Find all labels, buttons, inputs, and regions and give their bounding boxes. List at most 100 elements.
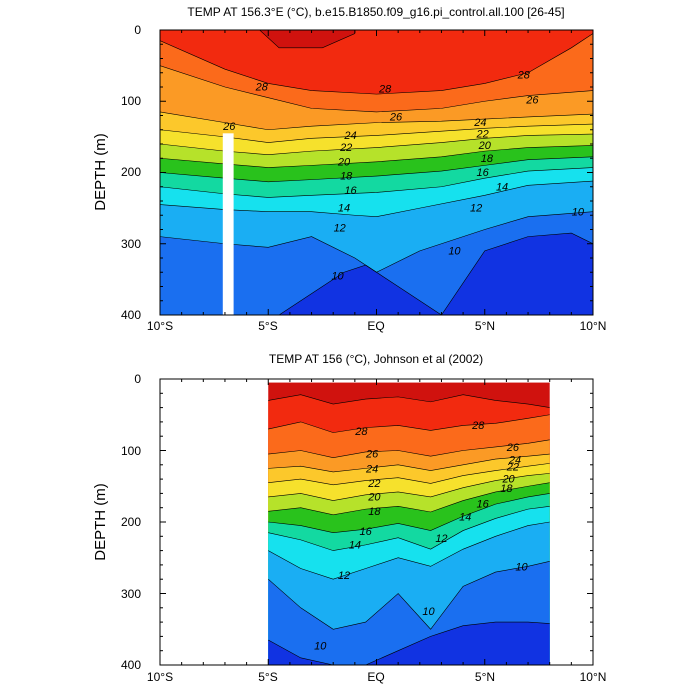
contour-line bbox=[268, 493, 550, 534]
contour-label: 14 bbox=[496, 181, 508, 193]
contour-label: 12 bbox=[334, 223, 346, 235]
contour-label: 16 bbox=[476, 167, 489, 179]
contour-label: 16 bbox=[344, 185, 357, 197]
contour-label: 12 bbox=[338, 570, 350, 582]
contour-lines bbox=[160, 30, 593, 315]
contour-line bbox=[268, 505, 550, 551]
contour-line bbox=[268, 561, 550, 630]
contour-label: 20 bbox=[367, 492, 381, 504]
contour-label: 10 bbox=[448, 245, 461, 257]
x-tick-label: EQ bbox=[367, 319, 384, 333]
contour-label: 26 bbox=[389, 111, 403, 123]
contour-label: 14 bbox=[338, 203, 350, 215]
contour-line bbox=[160, 65, 593, 113]
contour-band-warm-pool bbox=[259, 30, 355, 48]
contour-label: 14 bbox=[459, 512, 471, 524]
x-tick-label: 10°N bbox=[580, 670, 607, 684]
x-tick-label: 5°S bbox=[258, 319, 277, 333]
contour-labels: 28 28282626262424222220201818161614141212… bbox=[222, 69, 585, 282]
contour-band bbox=[279, 233, 593, 315]
contour-label: 26 bbox=[506, 442, 520, 454]
contour-label: 12 bbox=[470, 203, 482, 215]
panel-title: TEMP AT 156.3°E (°C), b.e15.B1850.f09_g1… bbox=[187, 5, 564, 19]
contour-line bbox=[160, 156, 593, 183]
x-tick-label: EQ bbox=[367, 670, 384, 684]
contour-line bbox=[160, 33, 593, 95]
contour-label: 26 bbox=[525, 94, 539, 106]
axis-ticks bbox=[159, 378, 594, 666]
y-tick-label: 400 bbox=[121, 658, 141, 672]
y-tick-label: 100 bbox=[121, 94, 141, 108]
contour-line bbox=[278, 232, 593, 315]
panel-model: TEMP AT 156.3°E (°C), b.e15.B1850.f09_g1… bbox=[92, 5, 606, 333]
contour-line bbox=[268, 482, 550, 516]
contour-label: 10 bbox=[515, 562, 528, 574]
missing-data-gap bbox=[222, 133, 234, 315]
contour-labels: 28 28262624242222202018181616141412121010… bbox=[314, 420, 528, 652]
contour-line bbox=[268, 394, 550, 408]
contour-label: 28 bbox=[471, 420, 485, 432]
contour-line bbox=[160, 167, 593, 198]
contour-label: 28 bbox=[517, 69, 531, 81]
y-tick-label: 300 bbox=[121, 237, 141, 251]
contour-label: 22 bbox=[475, 129, 488, 141]
x-tick-label: 5°N bbox=[475, 670, 495, 684]
contour-line bbox=[160, 123, 593, 143]
contour-label: 22 bbox=[506, 462, 519, 474]
y-axis-label: DEPTH (m) bbox=[92, 133, 109, 211]
contour-line bbox=[268, 521, 550, 580]
y-tick-label: 0 bbox=[134, 372, 141, 386]
contour-label: 18 bbox=[368, 506, 381, 518]
panel-title: TEMP AT 156 (°C), Johnson et al (2002) bbox=[269, 352, 483, 366]
contour-label: 28 bbox=[354, 426, 368, 438]
x-tick-labels: 10°S 5°S EQ 5°N 10°N bbox=[147, 670, 606, 684]
contour-line bbox=[160, 133, 593, 155]
y-tick-labels: 0 100 200 300 400 bbox=[121, 372, 141, 672]
x-tick-label: 5°S bbox=[258, 670, 277, 684]
contour-label: 20 bbox=[478, 140, 492, 152]
y-tick-label: 0 bbox=[134, 23, 141, 37]
x-tick-label: 5°N bbox=[475, 319, 495, 333]
contour-label: 16 bbox=[360, 526, 373, 538]
y-tick-labels: 0 100 200 300 400 bbox=[121, 23, 141, 322]
contour-label: 10 bbox=[331, 270, 344, 282]
contour-label: 10 bbox=[572, 206, 585, 218]
contour-label: 18 bbox=[500, 483, 513, 495]
contour-label: 24 bbox=[473, 117, 486, 129]
contour-label: 10 bbox=[422, 606, 435, 618]
y-tick-label: 400 bbox=[121, 308, 141, 322]
data-gaps bbox=[222, 133, 234, 315]
contour-line bbox=[160, 180, 593, 217]
contour-line bbox=[268, 414, 550, 433]
x-tick-labels: 10°S 5°S EQ 5°N 10°N bbox=[147, 319, 606, 333]
contour-label: 22 bbox=[339, 142, 352, 154]
contour-fills bbox=[268, 382, 550, 665]
contour-line bbox=[268, 453, 550, 473]
contour-line bbox=[268, 439, 550, 458]
contour-label: 14 bbox=[349, 539, 361, 551]
contour-label: 10 bbox=[314, 640, 327, 652]
x-tick-label: 10°S bbox=[147, 319, 173, 333]
contour-line bbox=[268, 473, 550, 501]
plot-area bbox=[268, 382, 550, 665]
contour-label: 26 bbox=[222, 121, 236, 133]
x-tick-label: 10°N bbox=[580, 319, 607, 333]
contour-label: 26 bbox=[365, 449, 379, 461]
panel-observed: TEMP AT 156 (°C), Johnson et al (2002) D… bbox=[92, 352, 606, 684]
contour-line bbox=[268, 463, 550, 486]
y-tick-label: 100 bbox=[121, 444, 141, 458]
y-tick-label: 300 bbox=[121, 587, 141, 601]
contour-band bbox=[268, 622, 550, 665]
contour-label: 12 bbox=[435, 533, 447, 545]
contour-label: 20 bbox=[501, 474, 515, 486]
contour-label: 18 bbox=[340, 171, 353, 183]
axis-ticks bbox=[159, 29, 594, 316]
contour-label: 28 bbox=[378, 84, 392, 96]
contour-label: 24 bbox=[365, 464, 378, 476]
x-tick-label: 10°S bbox=[147, 670, 173, 684]
y-axis-label: DEPTH (m) bbox=[92, 483, 109, 561]
plot-area bbox=[160, 30, 593, 315]
contour-line bbox=[268, 621, 550, 665]
contour-line bbox=[160, 145, 593, 168]
